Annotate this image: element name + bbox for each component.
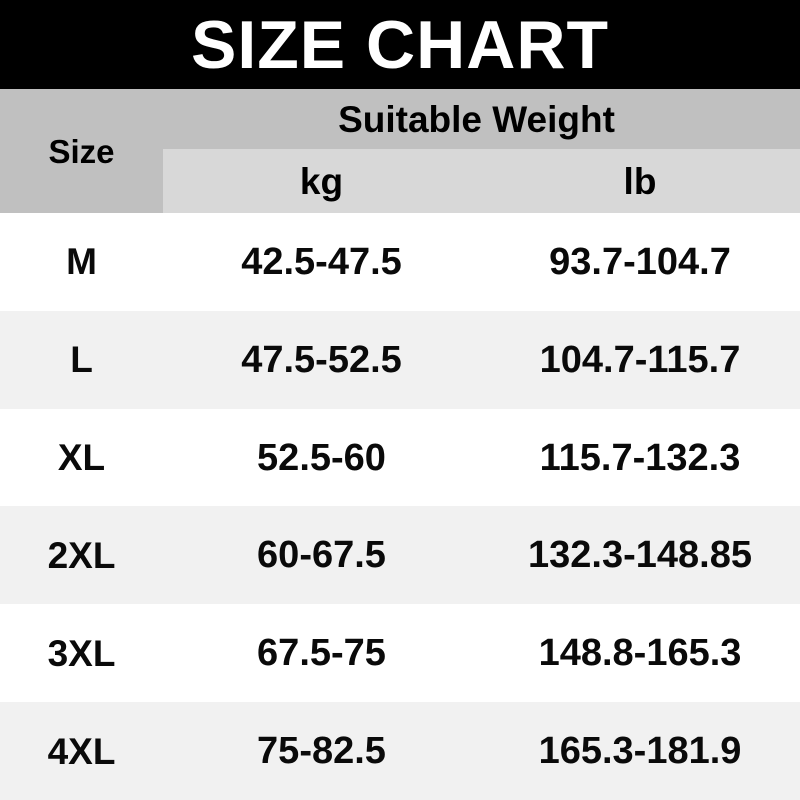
cell-size-text: 2XL xyxy=(47,534,116,576)
table-row: 2XL 60-67.5 132.3-148.85 xyxy=(0,506,800,605)
cell-kg: 47.5-52.5 xyxy=(163,311,480,409)
cell-size-text: 4XL xyxy=(47,730,116,772)
cell-lb-text: 132.3-148.85 xyxy=(528,534,752,577)
cell-kg: 52.5-60 xyxy=(163,409,480,507)
table-row: XL 52.5-60 115.7-132.3 xyxy=(0,408,800,507)
title-banner: SIZE CHART xyxy=(0,0,800,89)
header-group-suitable-weight: Suitable Weight kg lb xyxy=(163,89,800,213)
cell-lb: 115.7-132.3 xyxy=(480,409,800,507)
cell-lb: 93.7-104.7 xyxy=(480,213,800,311)
cell-lb: 132.3-148.85 xyxy=(480,506,800,604)
cell-kg-text: 60-67.5 xyxy=(257,534,386,577)
table-row: M 42.5-47.5 93.7-104.7 xyxy=(0,213,800,311)
cell-kg-text: 42.5-47.5 xyxy=(241,240,402,283)
header-units-row: kg lb xyxy=(163,149,800,213)
cell-size-text: M xyxy=(66,241,97,283)
cell-lb-text: 148.8-165.3 xyxy=(538,632,742,675)
cell-lb: 148.8-165.3 xyxy=(480,604,800,702)
page-title: SIZE CHART xyxy=(191,6,609,83)
cell-size-text: L xyxy=(70,339,93,381)
header-cell-kg: kg xyxy=(163,149,480,213)
header-label-lb: lb xyxy=(623,160,657,202)
cell-size: 3XL xyxy=(0,604,163,702)
cell-size-text: 3XL xyxy=(47,632,116,674)
table-row: 4XL 75-82.5 165.3-181.9 xyxy=(0,702,800,800)
cell-size: M xyxy=(0,213,163,311)
cell-lb-text: 104.7-115.7 xyxy=(539,338,741,381)
cell-kg-text: 67.5-75 xyxy=(257,632,386,675)
header-cell-size: Size xyxy=(0,89,163,213)
header-label-suitable-weight: Suitable Weight xyxy=(338,98,615,140)
table-header: Size Suitable Weight kg lb xyxy=(0,89,800,213)
cell-kg-text: 52.5-60 xyxy=(257,436,386,479)
cell-lb: 104.7-115.7 xyxy=(480,311,800,409)
header-cell-suitable-weight: Suitable Weight xyxy=(163,89,800,149)
cell-lb: 165.3-181.9 xyxy=(480,702,800,800)
cell-lb-text: 165.3-181.9 xyxy=(538,730,742,773)
table-body: M 42.5-47.5 93.7-104.7 L 47.5-52.5 104.7-115.… xyxy=(0,213,800,800)
header-label-size: Size xyxy=(48,132,115,170)
header-cell-lb: lb xyxy=(480,149,800,213)
table-row: L 47.5-52.5 104.7-115.7 xyxy=(0,310,800,409)
header-label-kg: kg xyxy=(299,160,344,202)
cell-kg-text: 75-82.5 xyxy=(257,730,386,773)
table-row: 3XL 67.5-75 148.8-165.3 xyxy=(0,604,800,703)
cell-size: 2XL xyxy=(0,506,163,604)
cell-lb-text: 115.7-132.3 xyxy=(539,436,741,479)
cell-lb-text: 93.7-104.7 xyxy=(549,240,731,283)
cell-size: L xyxy=(0,311,163,409)
cell-size-text: XL xyxy=(57,437,106,479)
cell-kg-text: 47.5-52.5 xyxy=(241,338,402,381)
cell-kg: 75-82.5 xyxy=(163,702,480,800)
cell-kg: 42.5-47.5 xyxy=(163,213,480,311)
cell-size: 4XL xyxy=(0,702,163,800)
cell-kg: 60-67.5 xyxy=(163,506,480,604)
cell-size: XL xyxy=(0,409,163,507)
cell-kg: 67.5-75 xyxy=(163,604,480,702)
